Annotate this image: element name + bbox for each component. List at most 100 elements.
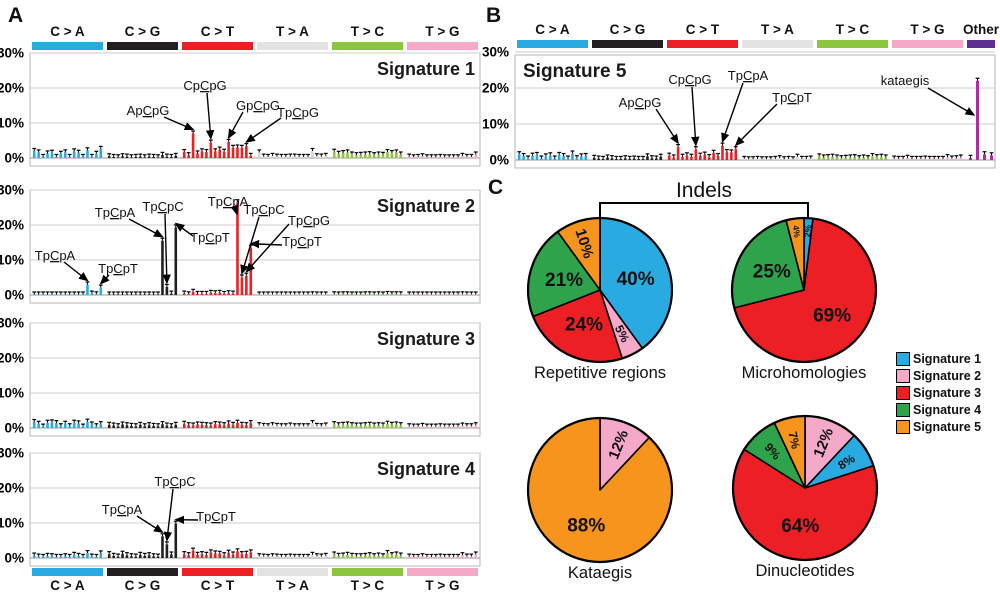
bar xyxy=(170,293,173,295)
bar xyxy=(800,158,804,160)
y-tick-label: 0% xyxy=(4,551,24,566)
bar xyxy=(703,154,707,160)
bar xyxy=(59,426,63,428)
bar xyxy=(143,157,147,158)
bar xyxy=(72,294,76,295)
bar xyxy=(200,151,204,158)
bar xyxy=(456,426,460,428)
annotation-arrow xyxy=(99,274,110,285)
bar xyxy=(46,294,49,295)
bar xyxy=(584,156,588,160)
annotation-label: TpCpT xyxy=(98,261,138,276)
category-color-bar xyxy=(32,568,103,576)
bar xyxy=(377,154,380,158)
bar xyxy=(311,151,314,158)
pie-outline xyxy=(526,216,674,364)
bar xyxy=(231,293,235,295)
bar xyxy=(540,158,543,160)
legend-swatch xyxy=(896,402,910,417)
bar xyxy=(236,147,239,158)
bar xyxy=(77,423,80,428)
bar xyxy=(826,157,830,160)
bar xyxy=(337,555,340,558)
category-label: T > A xyxy=(276,578,309,593)
chart-title: Signature 2 xyxy=(377,196,475,216)
annotation-arrow xyxy=(249,239,283,249)
bar xyxy=(544,156,548,160)
pie-slice-label: 69% xyxy=(813,305,851,326)
y-tick-label: 30% xyxy=(0,446,24,461)
bar xyxy=(271,425,274,428)
bar xyxy=(434,294,438,295)
annotation-label: TpCpG xyxy=(288,213,330,228)
bar xyxy=(332,554,336,558)
annotation-label: TpCpT xyxy=(772,90,812,105)
bar xyxy=(134,426,138,428)
bar xyxy=(434,556,438,558)
bar xyxy=(59,294,63,295)
bar xyxy=(395,424,398,428)
bar xyxy=(275,294,279,295)
bar xyxy=(320,556,323,558)
bar xyxy=(425,294,429,295)
bar xyxy=(249,423,253,428)
bar xyxy=(191,291,195,295)
bar xyxy=(390,153,394,158)
bar xyxy=(311,554,314,558)
bar xyxy=(363,154,367,158)
y-tick-label: 30% xyxy=(0,316,24,331)
bar xyxy=(59,556,63,558)
bar xyxy=(461,425,464,428)
bar xyxy=(240,554,244,558)
bar xyxy=(271,155,274,158)
annotation-arrow xyxy=(655,108,679,145)
bar xyxy=(425,157,429,158)
bar xyxy=(147,425,151,428)
bar xyxy=(121,294,124,295)
bar xyxy=(377,555,380,558)
pie-caption: Microhomologies xyxy=(742,364,867,382)
bar xyxy=(875,157,879,160)
pie-slice-label: 64% xyxy=(781,516,819,537)
bar xyxy=(288,425,292,428)
category-label: T > G xyxy=(910,22,945,37)
bar xyxy=(447,556,451,558)
annotation-arrow xyxy=(63,261,89,282)
pie-outline xyxy=(731,414,879,562)
indel-pie-charts: Indels 40% 5% 24% 21% 10% Repetitive regions 2%… xyxy=(480,175,1000,593)
bar xyxy=(306,426,310,428)
legend-label: Signature 4 xyxy=(913,402,982,417)
annotation-arrow xyxy=(927,87,976,116)
bar xyxy=(395,294,398,295)
bar xyxy=(341,153,345,158)
bar xyxy=(174,424,178,428)
bar xyxy=(174,227,178,295)
bar xyxy=(606,157,609,160)
bar xyxy=(368,154,372,158)
bar xyxy=(456,294,460,295)
category-color-bar xyxy=(332,568,403,576)
bar xyxy=(990,155,993,160)
bar xyxy=(165,286,169,295)
bar xyxy=(769,159,773,160)
bar xyxy=(196,424,199,428)
bar xyxy=(372,155,376,158)
category-label: T > G xyxy=(425,24,460,39)
bar xyxy=(284,556,288,558)
category-label: T > A xyxy=(276,24,309,39)
bar xyxy=(72,422,76,428)
bar xyxy=(407,294,411,295)
pie-outline xyxy=(526,416,674,564)
category-label: C > G xyxy=(124,578,161,593)
y-tick-label: 30% xyxy=(482,45,509,60)
bar xyxy=(597,158,600,160)
bar xyxy=(68,294,72,295)
bar xyxy=(324,155,328,158)
bar xyxy=(121,424,124,428)
bar xyxy=(46,422,49,428)
bar xyxy=(86,150,89,158)
bar xyxy=(390,424,394,428)
bar xyxy=(182,152,186,158)
bar xyxy=(152,425,155,428)
category-label: C > A xyxy=(535,22,570,37)
